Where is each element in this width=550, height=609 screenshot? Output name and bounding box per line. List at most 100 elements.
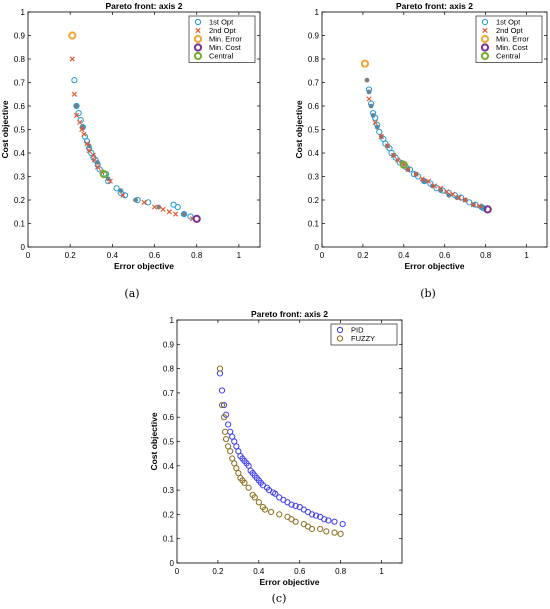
1st-opt-point bbox=[388, 149, 395, 157]
1st-opt-point bbox=[145, 199, 152, 206]
2nd-opt-point-stroke-2 bbox=[419, 176, 425, 182]
x-tick-label: 0.4 bbox=[398, 251, 410, 260]
fuzzy-point bbox=[317, 525, 324, 533]
data-marks bbox=[216, 365, 346, 537]
1st-opt-point bbox=[415, 173, 422, 180]
2nd-opt-point-stroke-2 bbox=[438, 185, 444, 191]
min-cost-point bbox=[192, 214, 201, 223]
pid-point bbox=[292, 502, 299, 509]
2nd-opt-point bbox=[391, 152, 397, 158]
1st-opt-point bbox=[480, 205, 487, 212]
fuzzy-point bbox=[221, 428, 229, 435]
legend-box bbox=[330, 323, 398, 346]
2nd-opt-point bbox=[438, 185, 444, 191]
2nd-opt-point-stroke-2 bbox=[166, 209, 172, 215]
legend-marker-2nd-opt bbox=[195, 27, 201, 34]
legend-marker-min-cost bbox=[480, 43, 490, 52]
2nd-opt-point-stroke-2 bbox=[81, 131, 87, 137]
2nd-opt-point bbox=[81, 131, 87, 137]
chart-title: Pareto front: axis 2 bbox=[396, 1, 473, 11]
2nd-opt-point-stroke-2 bbox=[173, 211, 179, 217]
2nd-opt-point bbox=[444, 189, 450, 195]
y-tick-label: 0.4 bbox=[14, 149, 26, 158]
y-tick-label: 0.8 bbox=[163, 365, 175, 374]
1st-opt-point bbox=[113, 185, 120, 192]
2nd-opt-point-stroke-2 bbox=[91, 157, 98, 163]
1st-opt-point bbox=[75, 109, 82, 117]
pid-point bbox=[325, 517, 332, 524]
pid-point bbox=[225, 421, 232, 428]
legend-marker-central bbox=[193, 51, 203, 61]
x-tick-label: 1 bbox=[379, 567, 384, 576]
x-tick-label: 1 bbox=[524, 251, 529, 260]
filled-point bbox=[156, 204, 162, 210]
chart-title: Pareto front: axis 2 bbox=[106, 1, 183, 11]
y-tick-label: 0.6 bbox=[308, 102, 320, 111]
2nd-opt-point-stroke-2 bbox=[86, 148, 92, 154]
fuzzy-point bbox=[245, 484, 252, 491]
legend-marker-1st-opt bbox=[481, 18, 489, 26]
x-tick-label: 0.8 bbox=[480, 251, 492, 260]
y-tick-label: 0.2 bbox=[14, 196, 26, 205]
legend-marker-central bbox=[480, 51, 490, 61]
2nd-opt-point-stroke-2 bbox=[73, 112, 80, 118]
x-tick-label: 0.4 bbox=[107, 251, 119, 260]
x-tick-label: 0.2 bbox=[357, 251, 369, 260]
1st-opt-point bbox=[174, 203, 181, 211]
2nd-opt-point-stroke-2 bbox=[431, 183, 438, 189]
y-tick-label: 0.7 bbox=[308, 79, 320, 88]
1st-opt-point bbox=[71, 77, 78, 84]
pid-point bbox=[312, 512, 320, 519]
fuzzy-point bbox=[218, 401, 226, 409]
legend-marker-min-cost bbox=[193, 43, 203, 52]
y-tick-label: 0.8 bbox=[308, 55, 320, 64]
2nd-opt-point-stroke-2 bbox=[378, 133, 384, 140]
chart-c: Pareto front: axis 2 0 0.1 0.2 0.3 0.4 0.5 0.6 0… bbox=[149, 309, 403, 587]
2nd-opt-point-stroke-2 bbox=[372, 119, 378, 126]
2nd-opt-point bbox=[86, 148, 92, 154]
2nd-opt-point-stroke-2 bbox=[456, 195, 462, 201]
y-tick-label: 0.1 bbox=[163, 535, 175, 544]
2nd-opt-point-stroke-2 bbox=[413, 171, 419, 177]
1st-opt-point bbox=[187, 213, 194, 220]
2nd-opt-point-stroke-2 bbox=[90, 152, 96, 158]
2nd-opt-point-stroke-2 bbox=[366, 96, 372, 102]
pid-point bbox=[308, 511, 316, 518]
central-point bbox=[99, 170, 109, 179]
chart-panel-b: Pareto front: axis 2 0 0.1 0.2 0.3 0.4 0.5 0.6 0… bbox=[280, 0, 550, 282]
caption-c: (c) bbox=[271, 592, 287, 605]
y-tick-label: 0.9 bbox=[163, 340, 175, 349]
plot-area bbox=[176, 319, 403, 564]
2nd-opt-point-stroke-2 bbox=[405, 166, 411, 173]
pid-point bbox=[288, 501, 295, 508]
2nd-opt-point bbox=[95, 164, 101, 170]
2nd-opt-point bbox=[69, 56, 75, 62]
fuzzy-point bbox=[337, 530, 344, 537]
y-tick-label: 0.3 bbox=[163, 486, 175, 495]
2nd-opt-point bbox=[107, 178, 113, 184]
2nd-opt-point bbox=[413, 171, 419, 177]
1st-opt-point bbox=[421, 178, 428, 185]
2nd-opt-point bbox=[372, 119, 378, 126]
2nd-opt-point bbox=[366, 96, 372, 102]
2nd-opt-point-stroke-2 bbox=[470, 202, 476, 208]
y-tick-label: 0.2 bbox=[163, 510, 175, 519]
pid-point bbox=[272, 490, 279, 497]
2nd-opt-point-stroke-2 bbox=[77, 119, 83, 126]
1st-opt-point bbox=[433, 185, 440, 192]
1st-opt-point bbox=[77, 117, 84, 124]
caption-a: (a) bbox=[124, 287, 140, 300]
2nd-opt-point bbox=[431, 183, 438, 189]
2nd-opt-point-stroke-2 bbox=[120, 192, 126, 198]
fuzzy-point bbox=[220, 414, 228, 421]
fuzzy-point bbox=[222, 435, 230, 443]
y-tick-label: 0.7 bbox=[163, 389, 175, 398]
2nd-opt-point bbox=[419, 176, 425, 182]
2nd-opt-point bbox=[73, 112, 80, 118]
pid-point bbox=[220, 401, 228, 409]
fuzzy-point bbox=[251, 494, 258, 501]
1st-opt-point bbox=[382, 140, 389, 147]
data-marks bbox=[68, 31, 201, 223]
